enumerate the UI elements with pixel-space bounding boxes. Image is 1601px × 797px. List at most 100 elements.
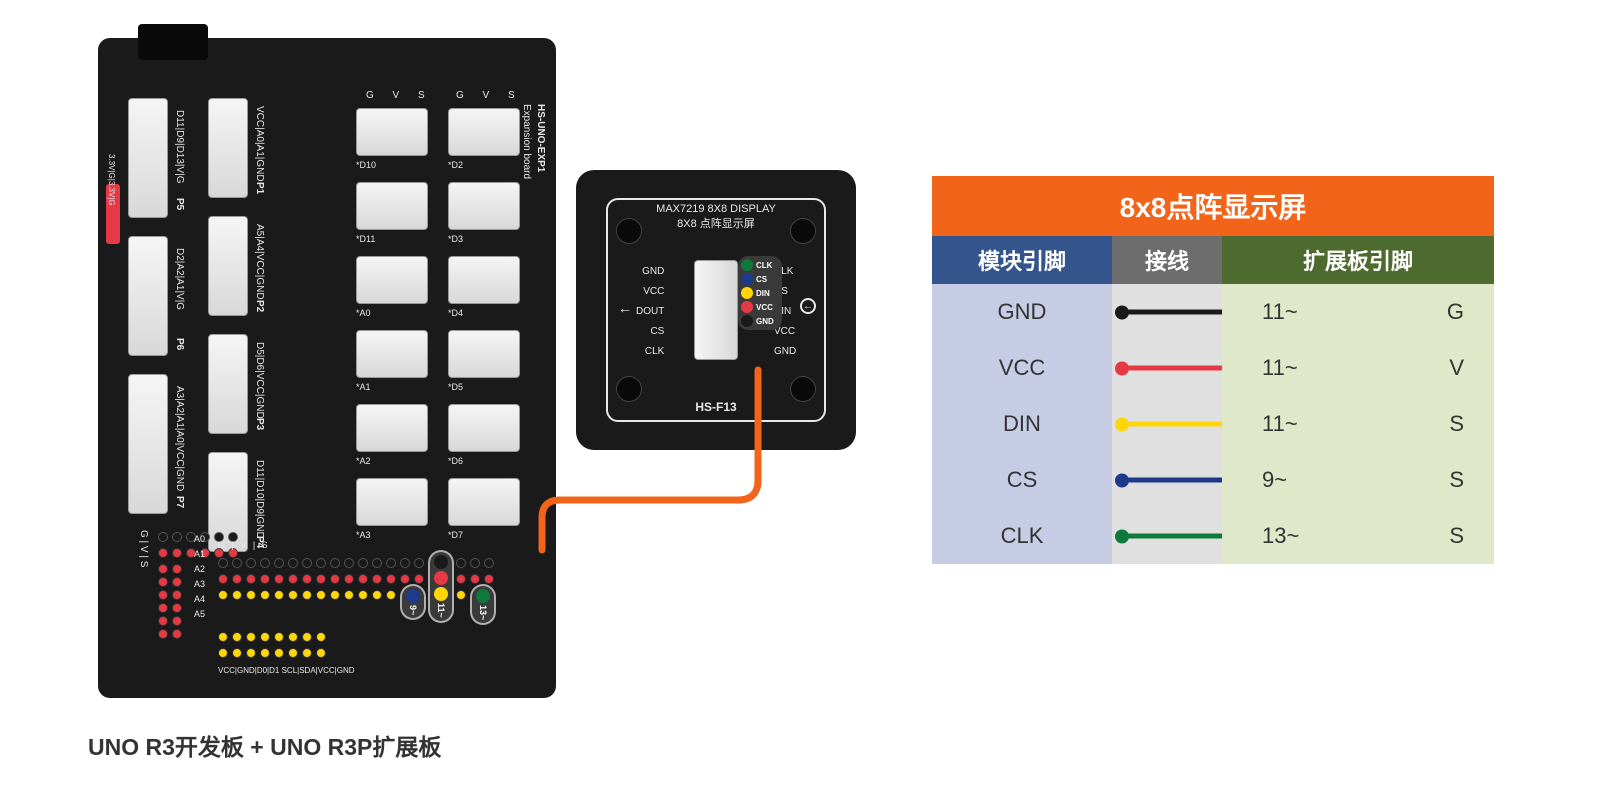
grid-connector: [356, 256, 428, 304]
wire-badge-item: DIN: [741, 287, 779, 299]
grid-connector-label: *D7: [448, 530, 463, 540]
td-board: 9~S: [1222, 452, 1494, 508]
p6-pins: D2|A2|A1|V|G: [174, 248, 185, 310]
td-module: GND: [932, 284, 1112, 340]
table-row: CLK 13~S: [932, 508, 1494, 564]
table-row: CS 9~S: [932, 452, 1494, 508]
grid-connector: [356, 330, 428, 378]
analog-labels: A0 A1 A2 A3 A4 A5: [194, 532, 205, 622]
td-board: 11~V: [1222, 340, 1494, 396]
grid-connector-label: *D11: [356, 234, 375, 244]
p3-pins: D5|D6|VCC|GND: [254, 342, 265, 419]
table-row: VCC 11~V: [932, 340, 1494, 396]
wire-badge-item: GND: [741, 315, 779, 327]
pin-mapping-table: 8x8点阵显示屏 模块引脚 接线 扩展板引脚 GND 11~G VCC 11~V…: [932, 176, 1494, 564]
grid-connector: [448, 182, 520, 230]
pin-col-red: [158, 564, 182, 639]
p6-label: P6: [174, 338, 185, 350]
grid-connector-label: *A3: [356, 530, 371, 540]
grid-connector-label: *D2: [448, 160, 463, 170]
wire-color-badge: CLK CS DIN VCC GND: [738, 256, 782, 330]
grid-connector: [448, 478, 520, 526]
p1-pins: VCC|A0|A1|GND: [254, 106, 265, 182]
display-title: MAX7219 8X8 DISPLAY 8X8 点阵显示屏: [576, 202, 856, 233]
grid-connector: [356, 108, 428, 156]
p7-pins: A3|A2|A1|A0|VCC|GND: [174, 386, 185, 491]
grid-connector-label: *D5: [448, 382, 463, 392]
table-body: GND 11~G VCC 11~V DIN 11~S CS 9~S CLK: [932, 284, 1494, 564]
grid-connector: [448, 108, 520, 156]
table-row: DIN 11~S: [932, 396, 1494, 452]
board-caption: UNO R3开发板 + UNO R3P扩展板: [88, 728, 441, 762]
connector-p2: [208, 216, 248, 316]
board-subtitle: Expansion board: [521, 104, 532, 179]
grid-connector: [448, 330, 520, 378]
table-title: 8x8点阵显示屏: [932, 176, 1494, 236]
gvs-label-1: G V S: [366, 90, 433, 101]
td-module: CS: [932, 452, 1112, 508]
p5-pins: D11|D9|D13|V|G: [174, 110, 185, 184]
connector-p5: [128, 98, 168, 218]
grid-connector: [448, 256, 520, 304]
p4-pins: D11|D10|D9|GND: [254, 460, 265, 539]
td-board: 13~S: [1222, 508, 1494, 564]
display-connector: [694, 260, 738, 360]
wire-badge-item: CLK: [741, 259, 779, 271]
td-wire: [1112, 508, 1222, 564]
p3-label: P3: [254, 418, 265, 430]
connector-p3: [208, 334, 248, 434]
connector-p7: [128, 374, 168, 514]
td-module: DIN: [932, 396, 1112, 452]
grid-connector: [356, 404, 428, 452]
th-module: 模块引脚: [932, 236, 1112, 284]
arrow-left-icon: ←: [618, 300, 632, 316]
expansion-board: HS-UNO-EXP1 Expansion board G V S G V S …: [98, 38, 556, 698]
pin-highlight: 9~: [400, 584, 426, 620]
table-row: GND 11~G: [932, 284, 1494, 340]
gvs-side: G | V | S: [138, 530, 149, 567]
wire-badge-item: CS: [741, 273, 779, 285]
grid-connector-label: *D6: [448, 456, 463, 466]
grid-connector: [356, 182, 428, 230]
power-jack: [138, 24, 208, 60]
display-module: MAX7219 8X8 DISPLAY 8X8 点阵显示屏 ← ← GND VC…: [576, 170, 856, 450]
grid-connector-label: *A2: [356, 456, 371, 466]
grid-connector: [448, 404, 520, 452]
pin-highlight: 11~: [428, 550, 454, 623]
td-wire: [1112, 284, 1222, 340]
th-board: 扩展板引脚: [1222, 236, 1494, 284]
display-left-pins: GND VCC DOUT CS CLK: [636, 262, 664, 362]
table-header: 模块引脚 接线 扩展板引脚: [932, 236, 1494, 284]
td-module: CLK: [932, 508, 1112, 564]
grid-connector-label: *D3: [448, 234, 463, 244]
pin-highlight: 13~: [470, 584, 496, 625]
wire-badge-item: VCC: [741, 301, 779, 313]
grid-connector-label: *D10: [356, 160, 376, 170]
power-label: 3.3V|G|3.3V|G: [107, 154, 116, 206]
p7-label: P7: [174, 496, 185, 508]
p1-label: P1: [254, 182, 265, 194]
p5-label: P5: [174, 198, 185, 210]
grid-connector: [356, 478, 428, 526]
td-module: VCC: [932, 340, 1112, 396]
board-model: HS-UNO-EXP1: [535, 104, 546, 172]
gvs-label-2: G V S: [456, 90, 523, 101]
td-wire: [1112, 340, 1222, 396]
connector-p1: [208, 98, 248, 198]
pin-row-h-yellow2: [218, 632, 326, 642]
p2-label: P2: [254, 300, 265, 312]
td-wire: [1112, 396, 1222, 452]
gvs-h: G | V | S: [218, 540, 270, 550]
td-board: 11~G: [1222, 284, 1494, 340]
th-wire: 接线: [1112, 236, 1222, 284]
module-model: HS-F13: [576, 400, 856, 414]
bottom-labels: VCC|GND|D0|D1 SCL|SDA|VCC|GND: [218, 666, 355, 675]
p2-pins: A5|A4|VCC|GND: [254, 224, 265, 300]
td-board: 11~S: [1222, 396, 1494, 452]
connector-p6: [128, 236, 168, 356]
grid-connector-label: *D4: [448, 308, 463, 318]
td-wire: [1112, 452, 1222, 508]
grid-connector-label: *A0: [356, 308, 371, 318]
grid-connector-label: *A1: [356, 382, 371, 392]
pin-row-h-yellow3: [218, 648, 326, 658]
